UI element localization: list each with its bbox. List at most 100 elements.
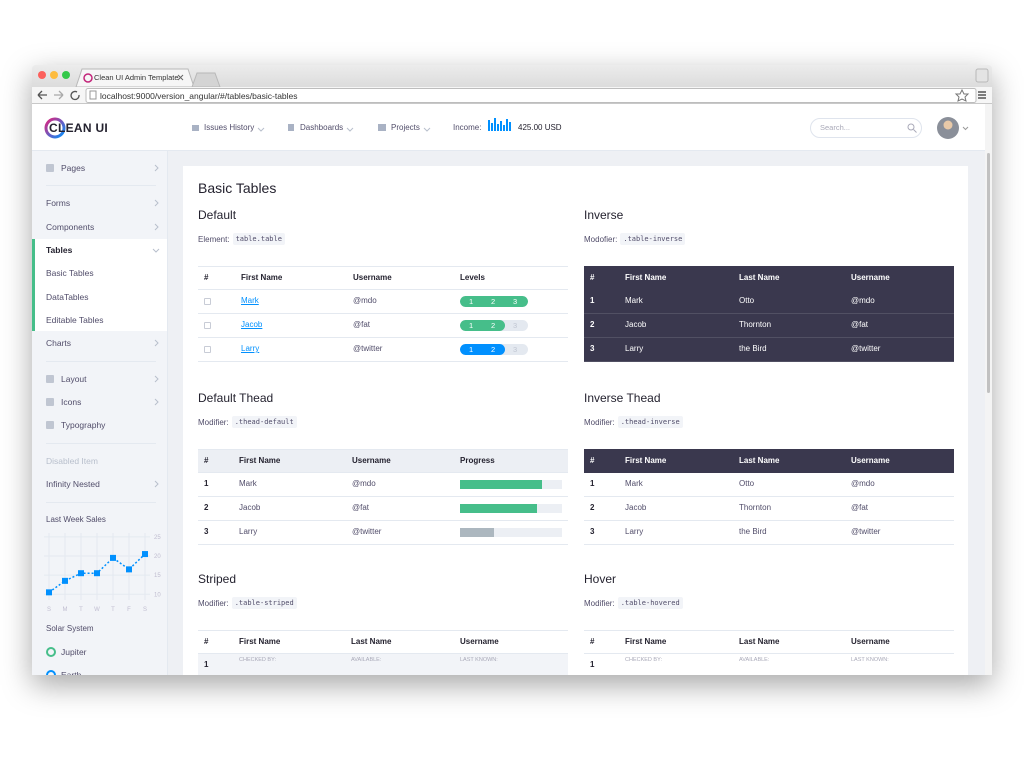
avatar-caret[interactable] xyxy=(962,126,969,131)
chevron xyxy=(154,398,159,406)
menu-icon xyxy=(46,421,54,429)
url-box[interactable] xyxy=(85,88,977,103)
menu-item[interactable]: Icons xyxy=(61,397,82,407)
nav-item[interactable]: Dashboards xyxy=(300,123,344,132)
table-cell: AVAILABLE: xyxy=(351,657,382,663)
menu-button[interactable] xyxy=(978,91,986,99)
table-cell: 1 xyxy=(590,660,595,669)
menu-item[interactable]: Charts xyxy=(46,338,72,348)
favicon xyxy=(83,73,93,83)
tab-close[interactable] xyxy=(177,74,184,81)
separator xyxy=(46,443,156,444)
address-bar xyxy=(32,87,992,104)
column-header: # xyxy=(204,456,209,465)
section-title: Hover xyxy=(584,572,617,586)
menu-item: Disabled Item xyxy=(46,456,98,466)
table-cell: Jacob xyxy=(239,503,261,512)
sidebar: Pages Forms Components Tables Basic Tables Da… xyxy=(32,151,168,675)
active-tab[interactable] xyxy=(75,68,195,87)
table-row: Jacob @fat 1 2 3 xyxy=(198,314,568,338)
nav-icon xyxy=(378,124,386,131)
table-row: Larry @twitter 1 2 3 xyxy=(198,338,568,362)
table-cell: Mark xyxy=(625,479,643,488)
menu-item[interactable]: Tables xyxy=(46,245,73,255)
data-point xyxy=(46,589,52,596)
level-label: 1 xyxy=(469,344,474,354)
x-tick-label: S xyxy=(143,607,147,613)
table-cell: @fat xyxy=(851,320,869,329)
column-header: Progress xyxy=(460,456,495,465)
menu-item[interactable]: Forms xyxy=(46,198,71,208)
column-header: # xyxy=(204,637,209,646)
checkbox[interactable] xyxy=(204,346,211,353)
table-cell: @fat xyxy=(353,320,371,329)
planet-name[interactable]: Jupiter xyxy=(61,647,87,657)
chevron-path xyxy=(154,480,159,488)
menu-item[interactable]: Typography xyxy=(61,420,106,430)
checkbox[interactable] xyxy=(204,322,211,329)
tab-bar-graphics xyxy=(38,68,989,87)
forward-button[interactable] xyxy=(54,90,64,100)
header-graphics xyxy=(44,117,969,139)
column-header: # xyxy=(590,273,595,282)
minimize-light[interactable] xyxy=(50,71,58,79)
menu-item[interactable]: Pages xyxy=(61,163,86,173)
back-button[interactable] xyxy=(37,90,47,100)
reload-button[interactable] xyxy=(70,90,80,101)
modifier-code: .table-striped xyxy=(231,597,297,609)
table-link[interactable]: Jacob xyxy=(241,320,263,329)
level-label: 1 xyxy=(469,320,474,330)
modifier-code: .table-hovered xyxy=(617,597,683,609)
table-cell: 2 xyxy=(590,503,595,512)
menu-item[interactable]: Basic Tables xyxy=(46,268,94,278)
planet-name[interactable]: Earth xyxy=(61,670,82,675)
menu-item[interactable]: Components xyxy=(46,222,95,232)
table-cell: 2 xyxy=(204,503,209,512)
url[interactable]: localhost:9000/version_angular/#/tables/… xyxy=(100,91,298,101)
bookmark-star[interactable] xyxy=(954,88,970,102)
modifier-label: Modifier: xyxy=(198,598,229,608)
table-link[interactable]: Mark xyxy=(241,296,259,305)
level-fill xyxy=(460,296,528,307)
level-label: 3 xyxy=(513,320,518,330)
content-card: Basic Tables Default Element: table.table # F… xyxy=(183,166,968,675)
table-cell: 2 xyxy=(590,320,595,329)
table-header: # First Name Last Name Username xyxy=(584,266,954,290)
table-cell: @twitter xyxy=(851,344,881,353)
x-tick-label: T xyxy=(79,607,83,613)
table-row[interactable]: 1 CHECKED BY: AVAILABLE: LAST KNOWN: xyxy=(584,654,954,675)
avatar-face xyxy=(943,120,953,130)
search-box[interactable]: Search... xyxy=(810,118,922,138)
table-cell: @mdo xyxy=(851,296,875,305)
modifier-line: Modifier: .thead-default xyxy=(198,416,297,428)
progress-bar xyxy=(460,528,494,537)
modifier-line: Modifier: .thead-inverse xyxy=(584,416,683,428)
table-row: 3 Larry @twitter xyxy=(198,521,568,545)
table-row: 2 Jacob Thornton @fat xyxy=(584,314,954,338)
scroll-thumb[interactable] xyxy=(987,153,990,393)
menu-icon xyxy=(46,164,54,172)
nav-item[interactable]: Issues History xyxy=(204,123,255,132)
column-header: # xyxy=(590,456,595,465)
close-light[interactable] xyxy=(38,71,46,79)
menu-item[interactable]: Layout xyxy=(61,374,87,384)
table-cell: CHECKED BY: xyxy=(239,657,276,663)
new-tab[interactable] xyxy=(191,72,221,87)
active-group-bg xyxy=(32,239,167,331)
table-cell: @twitter xyxy=(851,527,881,536)
table-cell: 3 xyxy=(590,527,595,536)
nav-item[interactable]: Projects xyxy=(391,123,420,132)
profile-button[interactable] xyxy=(975,68,989,83)
column-header: Username xyxy=(851,273,890,282)
table-cell: @mdo xyxy=(352,479,376,488)
table-row: 1 CHECKED BY: AVAILABLE: LAST KNOWN: xyxy=(198,654,568,675)
menu-item[interactable]: Editable Tables xyxy=(46,315,104,325)
table-link[interactable]: Larry xyxy=(241,344,260,353)
separator xyxy=(46,185,156,186)
checkbox[interactable] xyxy=(204,298,211,305)
planet-dot xyxy=(46,670,56,675)
menu-item[interactable]: DataTables xyxy=(46,292,89,302)
zoom-light[interactable] xyxy=(62,71,70,79)
menu-item[interactable]: Infinity Nested xyxy=(46,479,100,489)
level-label: 1 xyxy=(469,296,474,306)
